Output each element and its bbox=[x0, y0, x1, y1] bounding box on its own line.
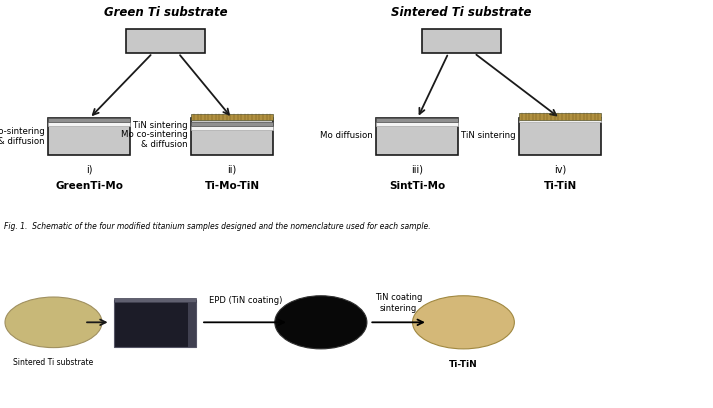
Text: Mo co-sintering: Mo co-sintering bbox=[120, 130, 188, 140]
Bar bbox=[191, 122, 273, 126]
Text: Mo diffusion: Mo diffusion bbox=[320, 131, 373, 140]
Text: Ti-Mo-TiN: Ti-Mo-TiN bbox=[205, 181, 260, 191]
Text: TiN coating: TiN coating bbox=[375, 293, 422, 302]
Bar bbox=[422, 29, 501, 53]
Ellipse shape bbox=[275, 296, 367, 349]
Text: & diffusion: & diffusion bbox=[0, 137, 45, 146]
Bar bbox=[191, 126, 273, 130]
Bar bbox=[48, 118, 130, 155]
Bar bbox=[376, 122, 458, 126]
Bar bbox=[188, 300, 196, 347]
Text: Ti-TiN: Ti-TiN bbox=[543, 181, 577, 191]
Text: i): i) bbox=[86, 164, 93, 174]
Text: Fig. 1.  Schematic of the four modified titanium samples designed and the nomenc: Fig. 1. Schematic of the four modified t… bbox=[4, 222, 430, 231]
Bar bbox=[519, 118, 601, 155]
Bar bbox=[376, 118, 458, 155]
Bar bbox=[376, 118, 458, 122]
Bar bbox=[126, 29, 205, 53]
Text: EPD (TiN coating): EPD (TiN coating) bbox=[209, 296, 282, 305]
Text: Sintered Ti substrate: Sintered Ti substrate bbox=[391, 6, 532, 19]
Text: Sintered Ti substrate: Sintered Ti substrate bbox=[14, 358, 93, 367]
Text: GreenTi-Mo: GreenTi-Mo bbox=[56, 181, 123, 191]
Bar bbox=[48, 122, 130, 126]
Bar bbox=[519, 118, 601, 122]
Text: TiN sintering: TiN sintering bbox=[133, 121, 188, 130]
Text: Ti-TiN: Ti-TiN bbox=[449, 360, 478, 369]
Text: TiN sintering: TiN sintering bbox=[461, 131, 515, 140]
Ellipse shape bbox=[5, 297, 102, 348]
Text: ii): ii) bbox=[227, 164, 237, 174]
Text: iv): iv) bbox=[554, 164, 566, 174]
Text: Green Ti substrate: Green Ti substrate bbox=[103, 6, 227, 19]
Bar bbox=[191, 114, 273, 120]
Bar bbox=[191, 118, 273, 155]
Text: Mo co-sintering: Mo co-sintering bbox=[0, 126, 45, 136]
Bar bbox=[519, 113, 601, 120]
Bar bbox=[48, 118, 130, 122]
Text: SintTi-Mo: SintTi-Mo bbox=[389, 181, 446, 191]
Text: & diffusion: & diffusion bbox=[141, 140, 188, 149]
Bar bbox=[114, 300, 196, 347]
Ellipse shape bbox=[413, 296, 514, 349]
Text: iii): iii) bbox=[411, 164, 424, 174]
Text: sintering: sintering bbox=[380, 304, 417, 313]
Bar bbox=[114, 298, 196, 302]
